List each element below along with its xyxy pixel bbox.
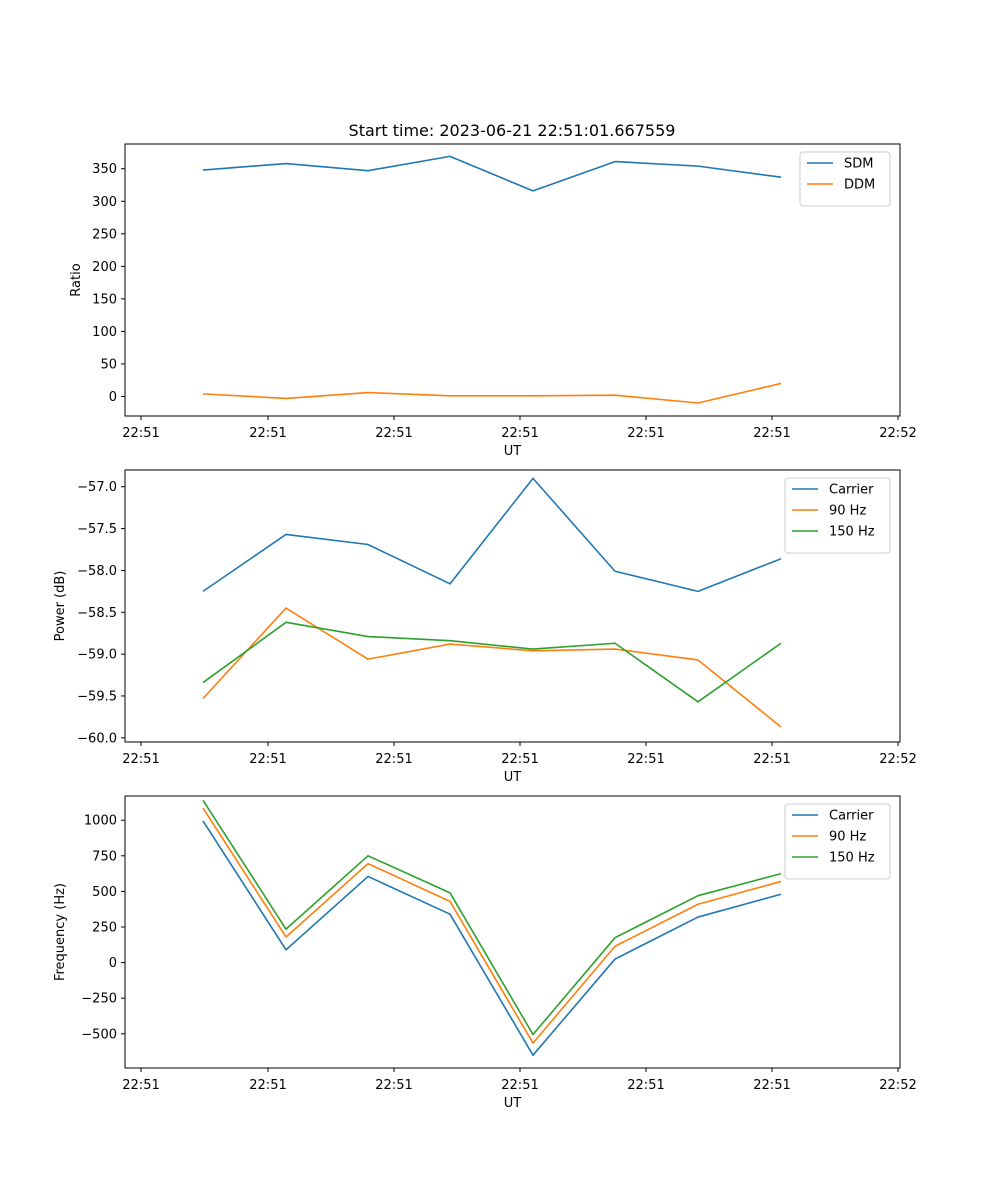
x-axis-label: UT [504, 770, 522, 785]
y-tick-label: −500 [81, 1027, 117, 1042]
series-line-sdm [202, 155, 782, 192]
y-tick-label: −57.0 [77, 480, 117, 495]
x-tick-label: 22:51 [627, 752, 664, 767]
y-tick-label: −60.0 [77, 731, 117, 746]
x-tick-label: 22:51 [375, 426, 412, 441]
series-line-150-hz [202, 799, 782, 1036]
x-tick-label: 22:51 [375, 752, 412, 767]
panel-ratio: 22:51 22:51 22:51 22:51 22:51 22:51 22:52 0 50 10… [69, 143, 917, 459]
x-tick-label: 22:51 [122, 426, 159, 441]
legend: SDM DDM [799, 151, 891, 207]
x-tick-label: 22:51 [753, 426, 790, 441]
y-tick-label: 100 [92, 325, 117, 340]
y-tick-label: −57.5 [77, 522, 117, 537]
y-tick-label: 150 [92, 292, 117, 307]
x-tick-label: 22:51 [501, 1078, 538, 1093]
figure-title: Start time: 2023-06-21 22:51:01.667559 [349, 121, 676, 140]
x-tick-label: 22:51 [249, 426, 286, 441]
x-tick-label: 22:51 [249, 1078, 286, 1093]
legend-box [784, 477, 891, 554]
y-tick-label: −59.5 [77, 689, 117, 704]
x-tick-label: 22:52 [879, 752, 916, 767]
legend: Carrier 90 Hz 150 Hz [784, 477, 891, 554]
axes-frame [124, 795, 901, 1069]
x-tick-label: 22:51 [501, 426, 538, 441]
series-line-90-hz [202, 807, 782, 1044]
legend-entry: 150 Hz [829, 525, 875, 540]
x-tick-label: 22:52 [879, 1078, 916, 1093]
series-line-ddm [202, 382, 782, 404]
x-axis-label: UT [504, 1096, 522, 1111]
y-tick-label: 750 [92, 849, 117, 864]
series-line-carrier [202, 477, 782, 593]
x-tick-label: 22:51 [501, 752, 538, 767]
legend-entry: 150 Hz [829, 851, 875, 866]
legend-entry: 90 Hz [829, 504, 866, 519]
y-axis-label: Power (dB) [53, 571, 68, 642]
y-axis-label: Frequency (Hz) [53, 883, 68, 981]
legend-entry: 90 Hz [829, 830, 866, 845]
y-tick-label: 50 [100, 357, 117, 372]
legend-entry: Carrier [829, 483, 874, 498]
y-tick-label: 300 [92, 195, 117, 210]
y-tick-label: 250 [92, 227, 117, 242]
series-line-carrier [202, 820, 782, 1056]
y-tick-label: 500 [92, 885, 117, 900]
axes-frame [124, 143, 901, 417]
y-tick-label: −58.5 [77, 606, 117, 621]
legend-entry: DDM [844, 178, 875, 193]
x-axis-label: UT [504, 444, 522, 459]
y-tick-label: −59.0 [77, 648, 117, 663]
x-tick-label: 22:51 [753, 1078, 790, 1093]
y-tick-label: 200 [92, 260, 117, 275]
y-tick-label: −58.0 [77, 564, 117, 579]
legend-entry: Carrier [829, 809, 874, 824]
y-tick-label: 0 [109, 956, 117, 971]
x-tick-label: 22:51 [249, 752, 286, 767]
x-tick-label: 22:51 [627, 426, 664, 441]
x-tick-label: 22:51 [627, 1078, 664, 1093]
x-tick-label: 22:51 [122, 752, 159, 767]
series-line-150-hz [202, 621, 782, 703]
x-tick-label: 22:52 [879, 426, 916, 441]
y-tick-label: −250 [81, 992, 117, 1007]
y-tick-label: 250 [92, 921, 117, 936]
x-tick-label: 22:51 [753, 752, 790, 767]
x-tick-label: 22:51 [122, 1078, 159, 1093]
y-axis-label: Ratio [69, 263, 84, 296]
legend-entry: SDM [844, 157, 873, 172]
legend-box [784, 803, 891, 880]
axes-frame [124, 469, 901, 743]
y-tick-label: 0 [109, 390, 117, 405]
y-tick-label: 1000 [84, 814, 117, 829]
panel-frequency: 22:51 22:51 22:51 22:51 22:51 22:51 22:52 −500 −… [53, 795, 917, 1111]
series-line-90-hz [202, 607, 782, 728]
x-tick-label: 22:51 [375, 1078, 412, 1093]
legend-box [799, 151, 891, 207]
legend: Carrier 90 Hz 150 Hz [784, 803, 891, 880]
panel-power: 22:51 22:51 22:51 22:51 22:51 22:51 22:52 −60.0… [53, 469, 917, 785]
y-tick-label: 350 [92, 162, 117, 177]
